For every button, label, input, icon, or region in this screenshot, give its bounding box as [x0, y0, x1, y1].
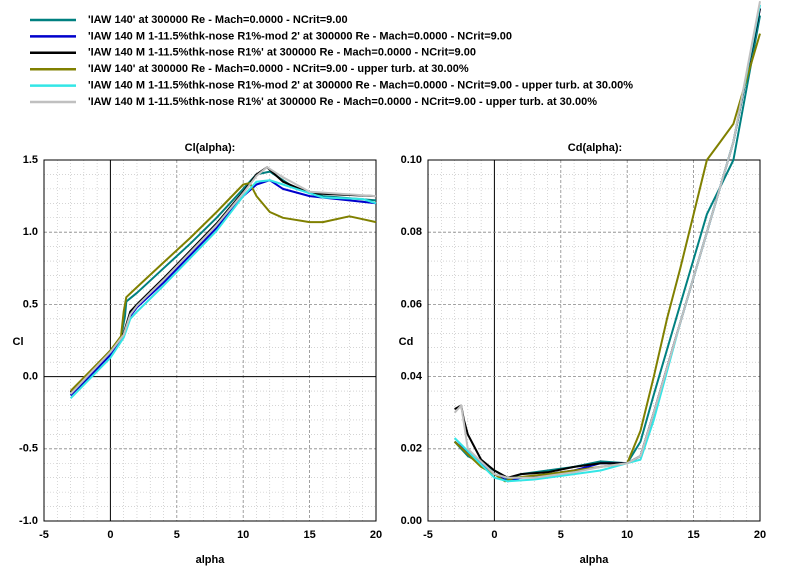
series-line [69, 166, 377, 395]
x-tick-label: 15 [687, 529, 699, 541]
x-tick-label: 5 [174, 529, 180, 541]
legend-label: 'IAW 140' at 300000 Re - Mach=0.0000 - N… [88, 14, 348, 26]
y-tick-label: 0.0 [23, 371, 38, 383]
legend-label: 'IAW 140' at 300000 Re - Mach=0.0000 - N… [88, 63, 469, 75]
x-tick-label: 0 [491, 529, 497, 541]
x-tick-label: 20 [370, 529, 382, 541]
chart-title: Cl(alpha): [185, 142, 236, 154]
x-axis-label: alpha [580, 554, 610, 566]
y-axis-label: Cd [399, 336, 414, 348]
y-tick-label: 0.04 [401, 371, 423, 383]
y-tick-label: 1.5 [23, 154, 38, 166]
x-tick-label: 15 [303, 529, 315, 541]
legend-label: 'IAW 140 M 1-11.5%thk-nose R1%' at 30000… [88, 96, 597, 108]
y-tick-label: 0.00 [401, 515, 422, 527]
x-tick-label: 10 [237, 529, 249, 541]
x-tick-label: -5 [423, 529, 433, 541]
y-tick-label: -0.5 [19, 443, 38, 455]
plot-frame [427, 159, 761, 522]
series-line [69, 179, 377, 400]
legend-label: 'IAW 140 M 1-11.5%thk-nose R1%' at 30000… [88, 47, 476, 59]
y-tick-label: 1.0 [23, 226, 38, 238]
y-tick-label: 0.5 [23, 298, 38, 310]
y-axis-label: Cl [13, 336, 24, 348]
x-tick-label: 20 [754, 529, 766, 541]
y-tick-label: 0.10 [401, 154, 422, 166]
y-tick-label: -1.0 [19, 515, 38, 527]
x-tick-label: -5 [39, 529, 49, 541]
chart-title: Cd(alpha): [568, 142, 622, 154]
legend-label: 'IAW 140 M 1-11.5%thk-nose R1%-mod 2' at… [88, 80, 633, 92]
x-axis-label: alpha [196, 554, 226, 566]
y-tick-label: 0.02 [401, 443, 422, 455]
x-tick-label: 10 [621, 529, 633, 541]
series-line [69, 182, 377, 392]
y-tick-label: 0.08 [401, 226, 422, 238]
legend-label: 'IAW 140 M 1-11.5%thk-nose R1%-mod 2' at… [88, 30, 512, 42]
series-line [453, 1, 761, 479]
plot-frame [43, 159, 377, 522]
x-tick-label: 5 [558, 529, 564, 541]
x-tick-label: 0 [107, 529, 113, 541]
y-tick-label: 0.06 [401, 298, 422, 310]
